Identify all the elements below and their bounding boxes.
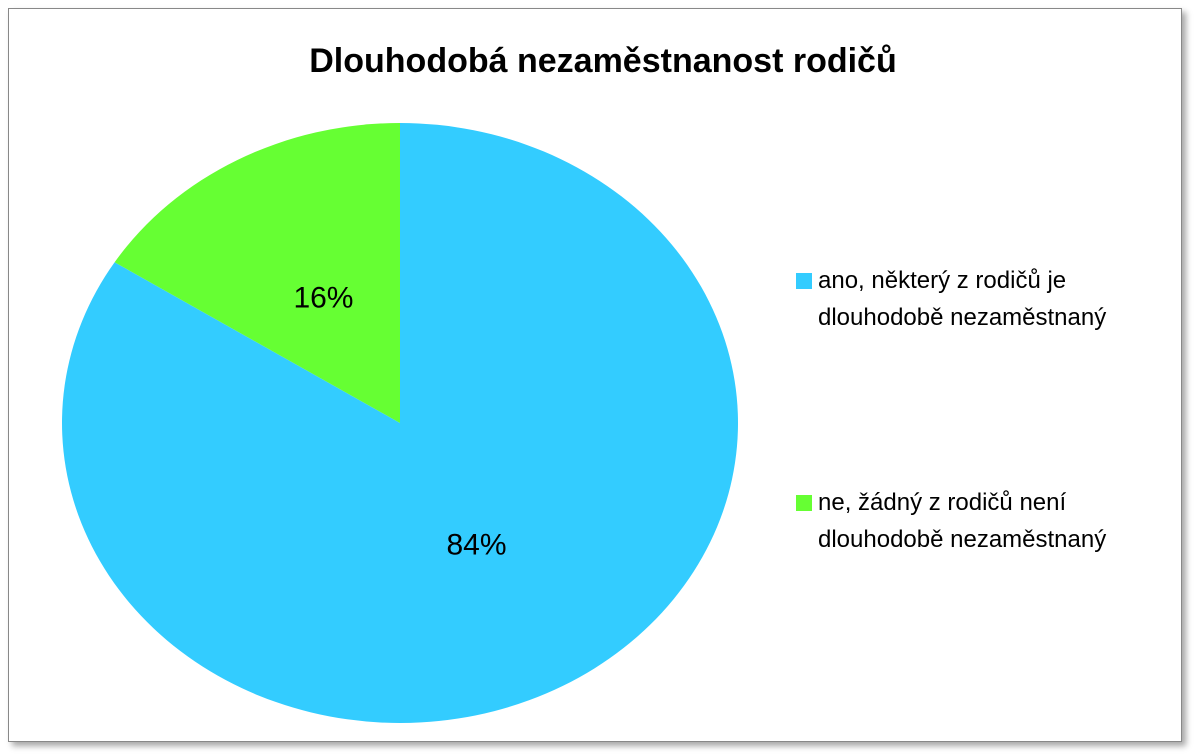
data-label: 84%	[447, 528, 507, 561]
pie-slice	[114, 123, 401, 423]
legend-item: ano, některý z rodičů je dlouhodobě neza…	[796, 262, 1136, 336]
legend-label: ano, některý z rodičů je dlouhodobě neza…	[818, 267, 1107, 331]
data-label: 16%	[293, 281, 353, 314]
pie-slice	[62, 123, 739, 723]
chart-title: Dlouhodobá nezaměstnanost rodičů	[309, 42, 896, 80]
legend-swatch	[796, 273, 812, 289]
legend-label: ne, žádný z rodičů není dlouhodobě nezam…	[818, 489, 1107, 553]
legend-item: ne, žádný z rodičů není dlouhodobě nezam…	[796, 484, 1136, 558]
legend-swatch	[796, 495, 812, 511]
